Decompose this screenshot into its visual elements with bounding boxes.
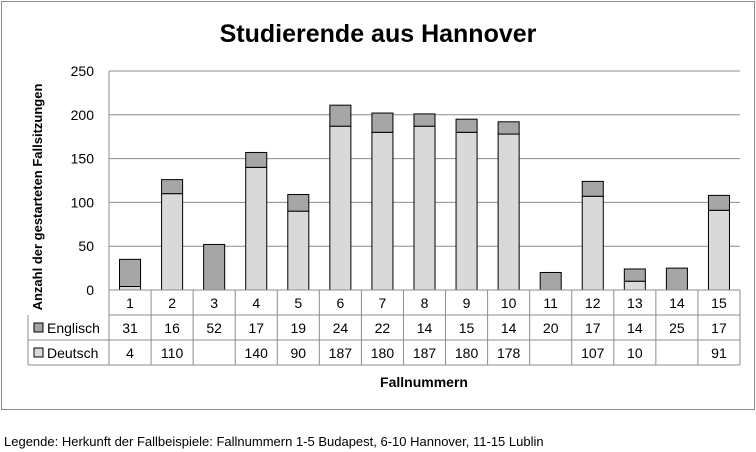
data-label: 178 bbox=[497, 345, 521, 361]
data-label: 110 bbox=[161, 345, 184, 361]
x-axis-label: Fallnummern bbox=[380, 374, 468, 390]
y-tick-label: 150 bbox=[71, 151, 95, 167]
x-tick-label: 8 bbox=[421, 295, 429, 311]
data-label: 17 bbox=[248, 320, 264, 336]
data-label: 91 bbox=[711, 345, 727, 361]
bar-deutsch-7 bbox=[371, 131, 394, 291]
data-label: 17 bbox=[585, 320, 601, 336]
x-tick-label: 13 bbox=[627, 295, 643, 311]
bar-deutsch-12 bbox=[581, 195, 604, 291]
data-label: 14 bbox=[627, 320, 643, 336]
data-label: 24 bbox=[333, 320, 349, 336]
data-label: 31 bbox=[122, 320, 138, 336]
y-tick-label: 0 bbox=[86, 282, 94, 298]
x-tick-label: 15 bbox=[711, 295, 727, 311]
data-label: 14 bbox=[417, 320, 433, 336]
stacked-bar-chart: Studierende aus Hannover Anzahl der gest… bbox=[27, 20, 741, 390]
bar-deutsch-1 bbox=[119, 285, 142, 291]
x-tick-label: 12 bbox=[585, 295, 601, 311]
bar-englisch-15 bbox=[707, 194, 730, 211]
bar-deutsch-9 bbox=[455, 131, 478, 291]
bar-deutsch-5 bbox=[287, 210, 310, 291]
x-tick-label: 5 bbox=[294, 295, 302, 311]
data-label: 22 bbox=[375, 320, 391, 336]
x-tick-label: 2 bbox=[168, 295, 176, 311]
data-label: 4 bbox=[126, 345, 134, 361]
legend-swatch-deutsch bbox=[33, 347, 44, 358]
bar-englisch-1 bbox=[119, 258, 142, 287]
bar-englisch-6 bbox=[329, 104, 352, 127]
data-label: 14 bbox=[501, 320, 517, 336]
bar-englisch-14 bbox=[665, 267, 688, 291]
bar-deutsch-13 bbox=[623, 280, 646, 291]
y-tick-label: 250 bbox=[71, 63, 95, 79]
data-label: 25 bbox=[669, 320, 685, 336]
bar-deutsch-15 bbox=[707, 209, 730, 291]
legend-label-deutsch: Deutsch bbox=[47, 345, 98, 361]
bar-deutsch-8 bbox=[413, 125, 436, 291]
x-tick-label: 4 bbox=[252, 295, 260, 311]
x-tick-label: 10 bbox=[501, 295, 517, 311]
x-tick-label: 3 bbox=[210, 295, 218, 311]
x-tick-label: 1 bbox=[126, 295, 134, 311]
data-label: 10 bbox=[627, 345, 643, 361]
bar-englisch-13 bbox=[623, 268, 646, 282]
bar-deutsch-4 bbox=[245, 166, 268, 291]
y-tick-label: 200 bbox=[71, 107, 95, 123]
data-label: 19 bbox=[291, 320, 307, 336]
y-axis-ticks: 0 50 100 150 200 250 bbox=[71, 63, 95, 298]
bar-englisch-5 bbox=[287, 194, 310, 212]
bar-englisch-2 bbox=[161, 179, 184, 195]
data-label: 20 bbox=[543, 320, 559, 336]
data-label: 180 bbox=[455, 345, 479, 361]
bar-englisch-10 bbox=[497, 121, 520, 135]
chart-frame: Studierende aus Hannover Anzahl der gest… bbox=[1, 1, 755, 410]
bar-englisch-7 bbox=[371, 112, 394, 133]
data-label: 107 bbox=[581, 345, 605, 361]
data-label: 16 bbox=[164, 320, 180, 336]
bar-englisch-4 bbox=[245, 151, 268, 168]
data-label: 187 bbox=[413, 345, 437, 361]
legend-label-englisch: Englisch bbox=[47, 320, 100, 336]
y-tick-label: 50 bbox=[78, 238, 94, 254]
x-tick-label: 14 bbox=[669, 295, 685, 311]
chart-title: Studierende aus Hannover bbox=[220, 20, 537, 48]
legend-note: Legende: Herkunft der Fallbeispiele: Fal… bbox=[4, 434, 544, 449]
y-tick-label: 100 bbox=[71, 194, 95, 210]
bar-deutsch-6 bbox=[329, 125, 352, 291]
data-label: 90 bbox=[291, 345, 307, 361]
x-tick-label: 11 bbox=[543, 295, 558, 311]
bar-englisch-9 bbox=[455, 118, 478, 133]
data-label: 52 bbox=[206, 320, 222, 336]
data-label: 17 bbox=[711, 320, 727, 336]
x-tick-label: 9 bbox=[463, 295, 471, 311]
y-axis-label: Anzahl der gestarteten Fallsitzungen bbox=[30, 84, 45, 311]
bar-englisch-12 bbox=[581, 180, 604, 197]
bar-englisch-11 bbox=[539, 271, 562, 291]
legend-swatch-englisch bbox=[33, 322, 44, 333]
data-label: 180 bbox=[371, 345, 395, 361]
bar-englisch-3 bbox=[203, 243, 226, 291]
bar-deutsch-10 bbox=[497, 133, 520, 291]
x-tick-label: 7 bbox=[379, 295, 387, 311]
bars bbox=[119, 104, 730, 291]
x-tick-label: 6 bbox=[336, 295, 344, 311]
bar-englisch-8 bbox=[413, 113, 436, 127]
data-label: 187 bbox=[329, 345, 353, 361]
data-label: 15 bbox=[459, 320, 475, 336]
bar-deutsch-2 bbox=[161, 193, 184, 291]
data-label: 140 bbox=[245, 345, 269, 361]
